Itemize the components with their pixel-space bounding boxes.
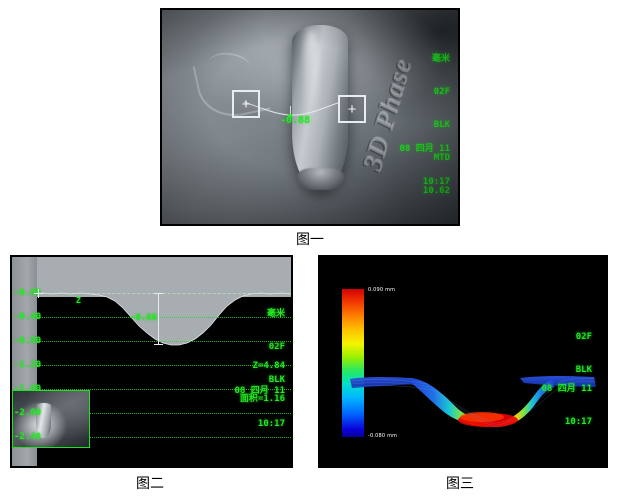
- figure-1-timestamp: 08 四月 11 10:17: [396, 122, 450, 210]
- figure-3-timestamp: 08 四月 11 10:17: [538, 362, 592, 450]
- hud-z-value: Z=4.84: [252, 361, 285, 371]
- figure-1-frame: 3D Phase + + 毫米 02F BLK: [160, 8, 460, 226]
- colorbar-min-label: -0.080 mm: [368, 433, 398, 439]
- gridline: [37, 317, 291, 318]
- gridline: [37, 293, 291, 294]
- figure-1-depth-readout: -0.88: [280, 115, 311, 126]
- figure-2: -0.00 -0.40 -0.80 -1.20 -1.60 -2.00 -2.4…: [10, 255, 293, 468]
- hud-filter: BLK: [433, 120, 450, 130]
- figure-2-calculated-values: Z=4.84 面积=1.16: [231, 339, 285, 427]
- cursor-marker-right[interactable]: +: [338, 95, 366, 123]
- crosshair-icon: +: [241, 95, 251, 113]
- gridline: [37, 437, 291, 438]
- y-axis-tick-label: -0.40: [14, 312, 42, 322]
- figure-3: 0.090 mm -0.080 mm: [318, 255, 608, 468]
- figure-1-hud-parameters: 毫米 02F BLK MTD 10.62: [396, 32, 450, 219]
- hud-objective: 02F: [575, 332, 592, 342]
- figure-2-frame: -0.00 -0.40 -0.80 -1.20 -1.60 -2.00 -2.4…: [10, 255, 293, 468]
- y-axis-tick-label: -2.40: [14, 432, 42, 442]
- surface-mesh-svg: [349, 376, 598, 427]
- inset-specimen-cone: [35, 403, 51, 439]
- figure-1-microscope-image: 3D Phase + + 毫米 02F BLK: [162, 10, 458, 224]
- hud-date: 08 四月 11: [541, 384, 592, 394]
- y-axis-tick-label: -1.20: [14, 360, 42, 370]
- crosshair-icon: +: [347, 100, 357, 118]
- figure-2-timestamp: 08 四月 11 10:17: [231, 364, 285, 452]
- cursor-marker-left[interactable]: +: [232, 90, 260, 118]
- surface-mesh: [348, 365, 598, 427]
- hud-time: 10:17: [257, 419, 285, 429]
- hud-area-value: 面积=1.16: [239, 394, 285, 404]
- figure-2-hud-parameters: 毫米 02F BLK: [231, 287, 285, 408]
- profile-z-marker: Z: [76, 296, 81, 305]
- figure-2-inset-thumbnail[interactable]: [12, 390, 90, 448]
- y-axis-tick-label: -1.60: [14, 384, 42, 394]
- hud-objective: 02F: [268, 342, 285, 352]
- specimen-tip: [296, 168, 345, 190]
- hud-unit: 毫米: [431, 54, 450, 64]
- hud-date: 08 四月 11: [399, 144, 450, 154]
- gridline: [37, 389, 291, 390]
- figure-2-depth-readout: -0.88: [130, 313, 158, 323]
- figure-2-caption: 图二: [136, 476, 164, 492]
- colorbar: [342, 289, 364, 437]
- gridline: [37, 413, 291, 414]
- y-axis-tick-label: -2.00: [14, 408, 42, 418]
- trace-vertical-tick: [290, 106, 291, 116]
- figure-1: 3D Phase + + 毫米 02F BLK: [160, 8, 460, 226]
- figure-3-frame: 0.090 mm -0.080 mm: [318, 255, 608, 468]
- profile-depth-cursor[interactable]: [154, 293, 163, 345]
- colorbar-max-label: 0.090 mm: [368, 287, 396, 293]
- hud-filter: BLK: [575, 365, 592, 375]
- figure-3-3d-surface-plot: 0.090 mm -0.080 mm: [320, 257, 606, 466]
- trace-measure-point: [288, 114, 292, 118]
- hud-time: 10:17: [422, 177, 450, 187]
- gridline: [37, 341, 291, 342]
- figure-1-caption: 图一: [296, 232, 324, 248]
- hud-magnification: 10.62: [422, 186, 450, 196]
- hud-mode: MTD: [433, 153, 450, 163]
- hud-date: 08 四月 11: [234, 386, 285, 396]
- hud-objective: 02F: [433, 87, 450, 97]
- figure-2-profile-chart: -0.00 -0.40 -0.80 -1.20 -1.60 -2.00 -2.4…: [12, 257, 291, 466]
- figure-3-caption: 图三: [446, 476, 474, 492]
- hud-time: 10:17: [564, 417, 592, 427]
- y-axis-tick-label: -0.80: [14, 336, 42, 346]
- hud-unit: 毫米: [266, 309, 285, 319]
- y-axis-tick-label: -0.00: [14, 288, 42, 298]
- profile-left-cursor[interactable]: [34, 289, 43, 298]
- figure-3-hud-parameters: 02F BLK: [538, 310, 592, 398]
- gridline: [37, 365, 291, 366]
- hud-filter: BLK: [268, 375, 285, 385]
